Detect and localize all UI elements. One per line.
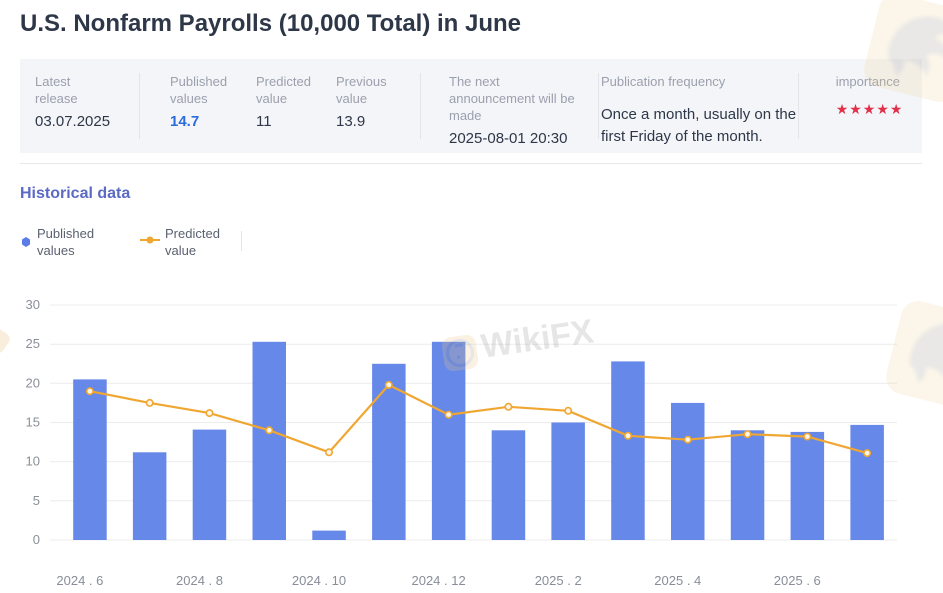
svg-text:2025 . 6: 2025 . 6	[774, 573, 821, 588]
svg-text:10: 10	[26, 454, 40, 469]
svg-text:2024 . 12: 2024 . 12	[411, 573, 465, 588]
svg-text:30: 30	[26, 297, 40, 312]
svg-text:2024 . 6: 2024 . 6	[56, 573, 103, 588]
svg-text:5: 5	[33, 493, 40, 508]
svg-text:2025 . 4: 2025 . 4	[654, 573, 701, 588]
svg-text:20: 20	[26, 375, 40, 390]
svg-text:15: 15	[26, 415, 40, 430]
svg-text:2024 . 8: 2024 . 8	[176, 573, 223, 588]
svg-text:25: 25	[26, 336, 40, 351]
svg-text:2025 . 2: 2025 . 2	[535, 573, 582, 588]
svg-text:0: 0	[33, 532, 40, 547]
svg-text:2024 . 10: 2024 . 10	[292, 573, 346, 588]
